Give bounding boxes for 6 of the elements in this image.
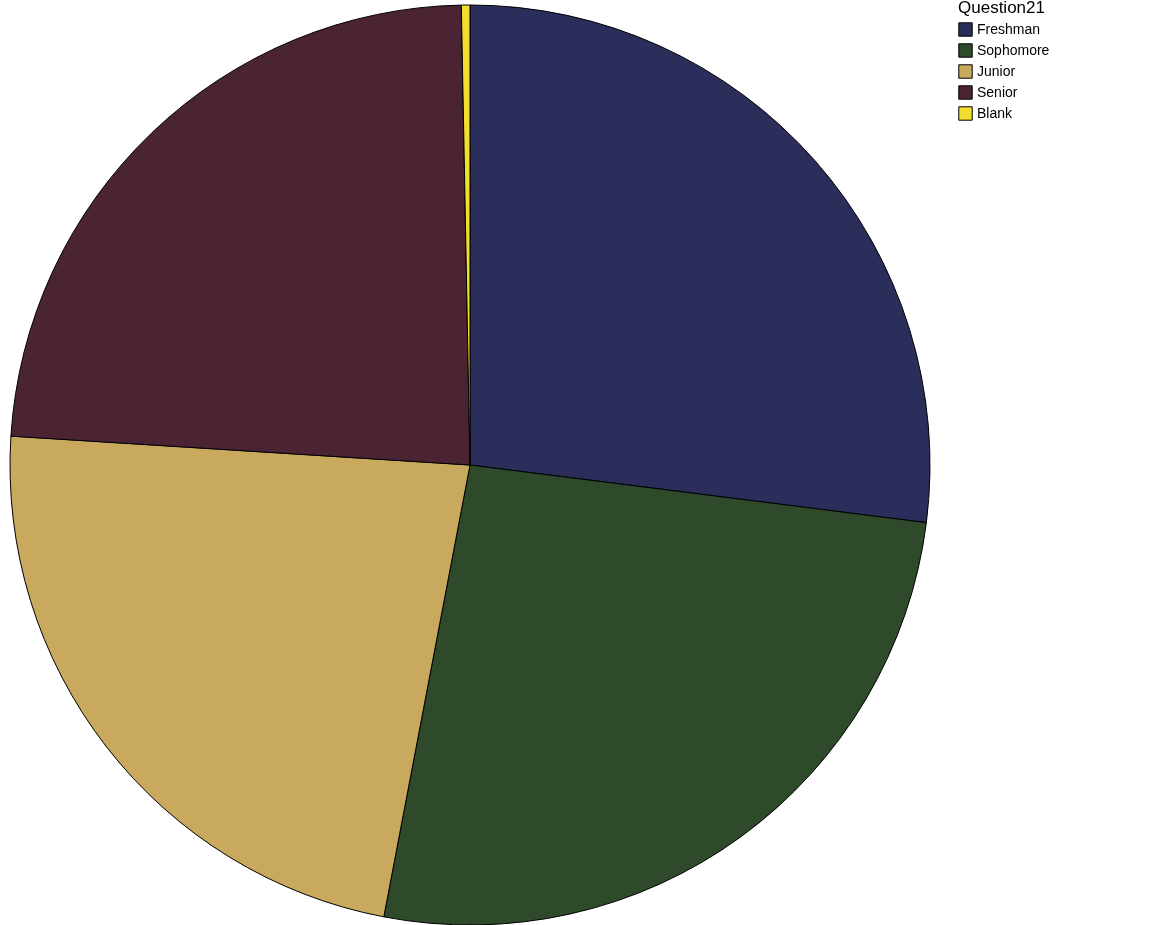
legend-label: Junior: [977, 62, 1016, 79]
legend-label: Blank: [977, 104, 1014, 121]
legend-title: Question21: [958, 0, 1045, 17]
legend-label: Sophomore: [977, 41, 1050, 58]
legend-label: Senior: [977, 83, 1018, 100]
legend-label: Freshman: [977, 20, 1041, 37]
